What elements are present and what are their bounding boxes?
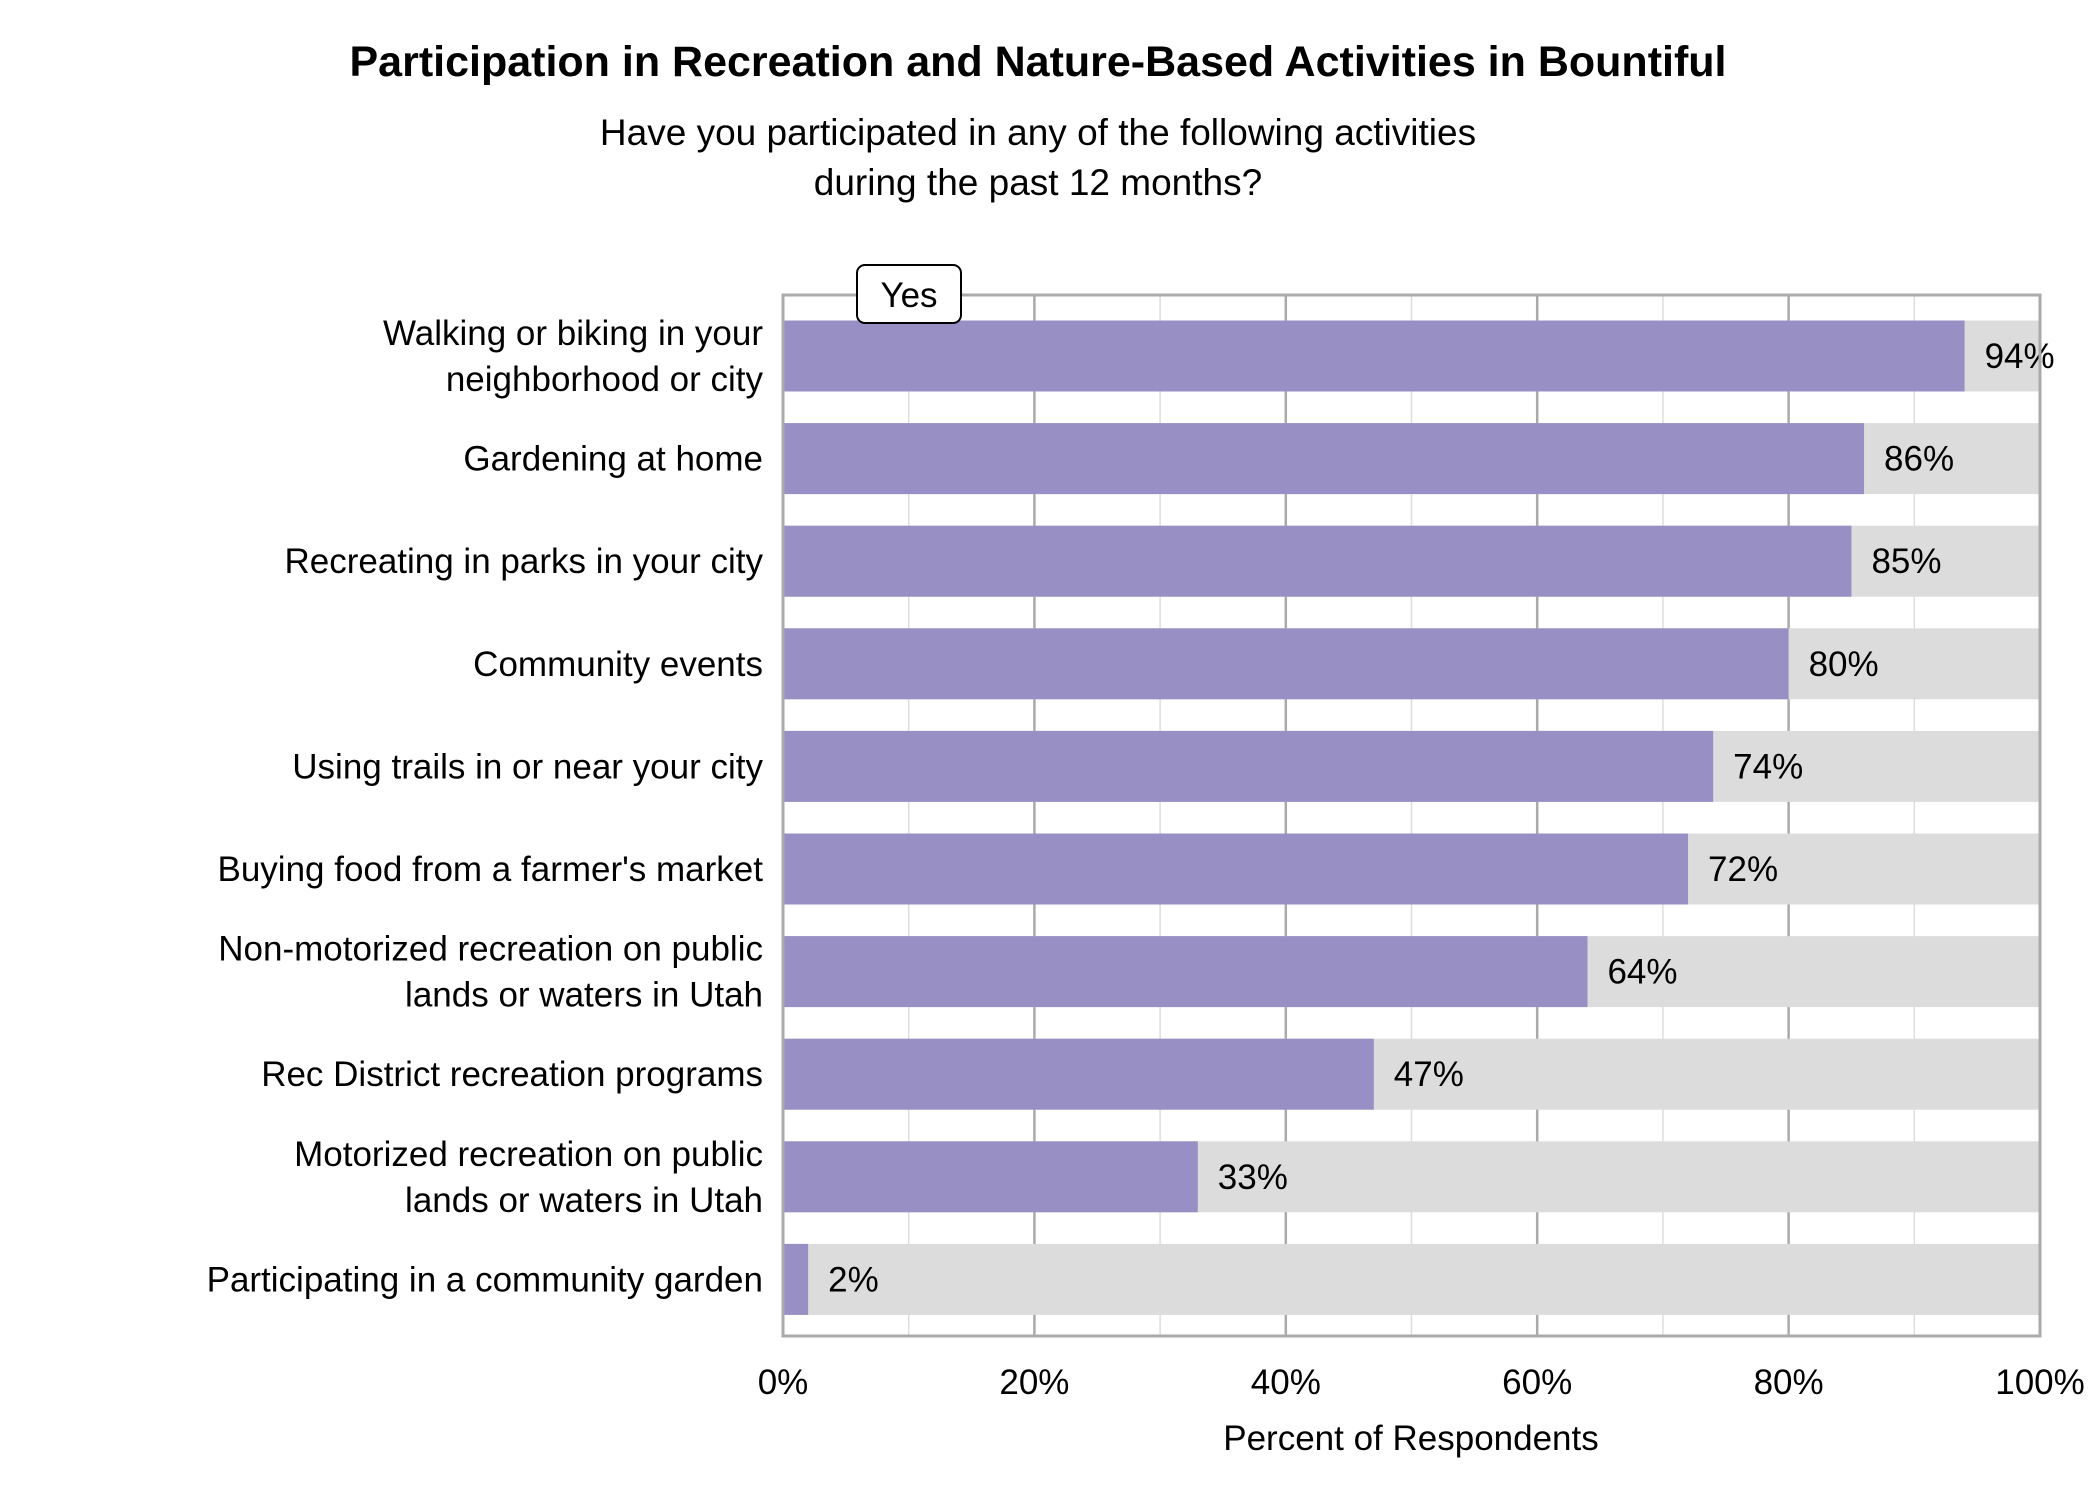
data-label: 85%: [1871, 542, 1941, 581]
bars: 94% 86% 85% 80% 74% 72% 64% 47% 33% 2%: [783, 320, 2055, 1315]
data-label: 64%: [1607, 953, 1677, 992]
data-label: 2%: [828, 1260, 879, 1299]
bar-yes: [783, 936, 1588, 1008]
data-label: 94%: [1985, 337, 2055, 376]
x-tick-label: 100%: [1995, 1363, 2085, 1402]
category-label: Using trails in or near your city: [292, 747, 763, 786]
bar-yes: [783, 1141, 1198, 1213]
bar-yes: [783, 423, 1865, 495]
legend-label-yes: Yes: [880, 276, 937, 315]
category-label: Buying food from a farmer's market: [218, 850, 764, 889]
x-tick-label: 40%: [1251, 1363, 1321, 1402]
data-label: 80%: [1809, 645, 1879, 684]
category-label: Community events: [473, 645, 763, 684]
category-label: Gardening at home: [463, 440, 763, 479]
legend: Yes: [856, 264, 962, 324]
data-label: 47%: [1394, 1055, 1464, 1094]
category-label: Motorized recreation on public: [294, 1135, 763, 1174]
x-tick-label: 80%: [1754, 1363, 1824, 1402]
bar-yes: [783, 628, 1789, 700]
category-label: lands or waters in Utah: [405, 1181, 763, 1220]
bar-yes: [783, 833, 1689, 905]
category-label: Rec District recreation programs: [261, 1055, 763, 1094]
legend-box: [856, 264, 962, 324]
category-label: Recreating in parks in your city: [284, 542, 763, 581]
data-label: 33%: [1218, 1158, 1288, 1197]
bar-yes: [783, 730, 1714, 802]
data-label: 74%: [1733, 747, 1803, 786]
bar-yes: [783, 320, 1965, 392]
chart-title: Participation in Recreation and Nature-B…: [349, 38, 1726, 86]
data-label: 86%: [1884, 440, 1954, 479]
category-label: Non-motorized recreation on public: [218, 930, 763, 969]
category-label: lands or waters in Utah: [405, 976, 763, 1015]
chart-subtitle-line-2: during the past 12 months?: [814, 162, 1262, 203]
x-tick-label: 0%: [758, 1363, 809, 1402]
category-label: Participating in a community garden: [207, 1260, 763, 1299]
plot-frame: [781, 293, 2042, 1338]
bar-yes: [783, 525, 1852, 597]
category-label: neighborhood or city: [446, 360, 764, 399]
data-label: 72%: [1708, 850, 1778, 889]
bar-remainder: [783, 1243, 2040, 1315]
x-axis-label: Percent of Respondents: [1223, 1419, 1599, 1458]
bar-yes: [783, 1243, 809, 1315]
bar-yes: [783, 1038, 1374, 1110]
x-tick-label: 60%: [1502, 1363, 1572, 1402]
x-tick-label: 20%: [999, 1363, 1069, 1402]
x-tick-labels: 0% 20% 40% 60% 80% 100%: [758, 1363, 2085, 1402]
chart-subtitle-line-1: Have you participated in any of the foll…: [600, 112, 1476, 153]
category-labels: Walking or biking in your neighborhood or…: [207, 314, 764, 1299]
category-label: Walking or biking in your: [383, 314, 763, 353]
